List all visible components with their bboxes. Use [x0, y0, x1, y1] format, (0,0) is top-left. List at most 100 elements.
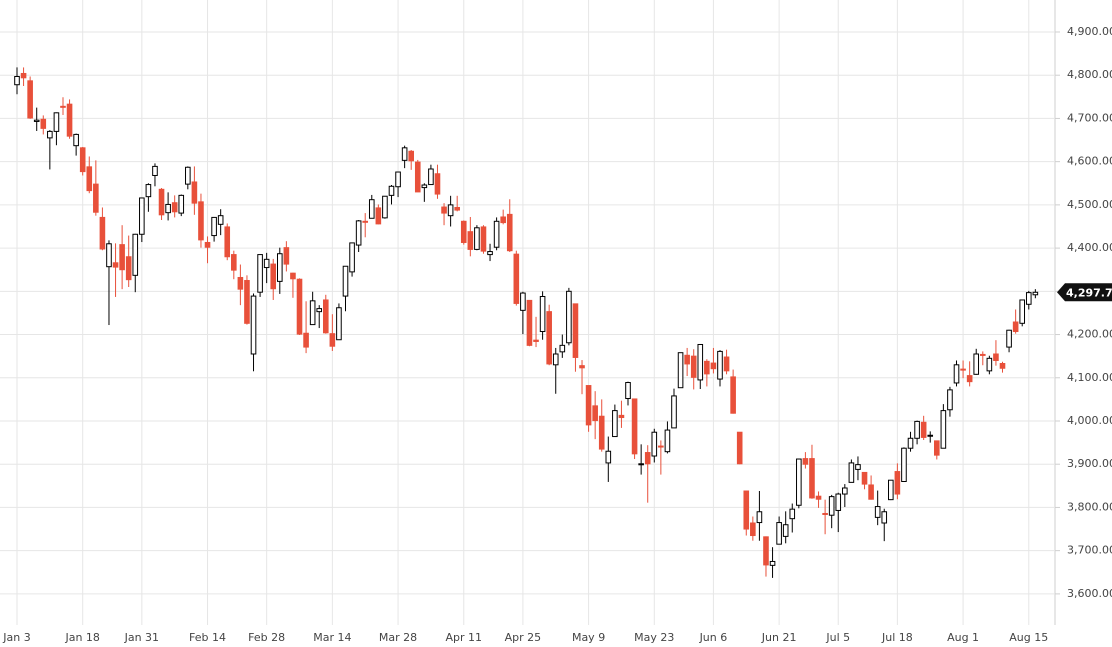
candle-body — [842, 487, 848, 495]
x-tick-label: Jan 18 — [64, 631, 99, 644]
candle-body — [158, 188, 165, 216]
candle-body — [355, 220, 362, 246]
candle-body — [796, 458, 802, 506]
candle-body — [986, 357, 993, 372]
candle-body — [447, 204, 454, 217]
candle-body — [277, 253, 283, 282]
candle-body — [736, 431, 743, 465]
candle-body — [441, 206, 447, 214]
candle-body — [592, 405, 598, 422]
candle-body — [802, 458, 809, 465]
last-price-label: 4,297.75 — [1066, 286, 1112, 299]
candle-body — [960, 368, 966, 371]
candle-body — [474, 227, 480, 250]
candle-body — [651, 431, 658, 457]
candle-body — [710, 362, 717, 370]
candle-body — [894, 471, 901, 495]
candle-body — [408, 150, 414, 162]
candle-body — [868, 484, 874, 500]
candle-body — [145, 184, 152, 198]
candle-body — [388, 185, 395, 196]
candle-body — [309, 300, 316, 326]
candle-body — [244, 280, 250, 324]
candle-body — [375, 207, 382, 225]
candle-body — [165, 203, 171, 214]
candle-body — [1006, 329, 1012, 348]
candle-body — [296, 278, 303, 335]
candle-body — [20, 72, 27, 79]
candle-body — [191, 181, 198, 204]
candle-body — [782, 524, 789, 537]
y-tick-label: 4,500.00 — [1067, 198, 1112, 211]
x-tick-label: Mar 14 — [313, 631, 351, 644]
candle-body — [428, 168, 434, 186]
last-price-badge — [1057, 283, 1112, 302]
candle-body — [171, 202, 178, 213]
candle-body — [336, 307, 342, 341]
x-tick-label: Feb 28 — [248, 631, 285, 644]
candle-body — [152, 165, 158, 176]
candle-body — [684, 354, 690, 365]
candle-body — [697, 343, 704, 381]
candle-body — [973, 353, 980, 375]
candle-body — [966, 375, 973, 383]
candle-body — [198, 201, 204, 241]
candle-body — [822, 512, 828, 515]
candle-body — [1032, 291, 1039, 296]
x-tick-label: Jan 3 — [2, 631, 30, 644]
candle-body — [920, 421, 927, 438]
candle-body — [454, 206, 460, 211]
candle-body — [263, 258, 270, 269]
candle-body — [618, 414, 625, 419]
x-tick-label: Jun 6 — [699, 631, 728, 644]
candle-body — [888, 479, 894, 501]
candle-body — [677, 352, 684, 389]
candle-body — [112, 262, 119, 268]
y-tick-label: 4,800.00 — [1067, 68, 1112, 81]
candle-body — [513, 253, 520, 304]
candle-body — [139, 197, 145, 235]
candle-body — [283, 247, 290, 265]
candle-body — [881, 511, 888, 524]
x-tick-label: Aug 1 — [947, 631, 979, 644]
candle-body — [598, 415, 605, 450]
candle-body — [671, 395, 677, 429]
candle-body — [579, 365, 585, 369]
candle-body — [546, 311, 552, 365]
candle-body — [185, 166, 191, 185]
candle-body — [224, 226, 231, 258]
candle-body — [730, 376, 736, 414]
candle-body — [231, 254, 237, 271]
candle-body — [93, 183, 99, 213]
candle-body — [572, 303, 579, 358]
x-tick-label: Feb 14 — [189, 631, 226, 644]
y-tick-label: 3,700.00 — [1067, 544, 1112, 557]
x-tick-label: Mar 28 — [379, 631, 417, 644]
x-tick-label: Jul 5 — [825, 631, 850, 644]
candle-body — [815, 495, 822, 500]
candle-body — [539, 296, 546, 333]
candle-body — [434, 173, 441, 195]
candle-body — [1025, 292, 1032, 305]
candle-body — [119, 244, 125, 271]
y-tick-label: 3,600.00 — [1067, 587, 1112, 600]
candle-body — [506, 213, 513, 252]
candle-body — [1019, 299, 1026, 324]
candle-body — [99, 216, 106, 250]
candle-body — [809, 458, 815, 499]
y-tick-label: 4,400.00 — [1067, 241, 1112, 254]
candle-body — [53, 112, 60, 132]
candle-body — [217, 215, 224, 225]
candle-body — [33, 119, 40, 122]
candle-body — [631, 398, 638, 455]
candle-body — [585, 385, 592, 426]
candle-body — [73, 133, 79, 147]
candle-body — [625, 382, 631, 400]
x-tick-label: Jul 18 — [881, 631, 913, 644]
candle-body — [664, 429, 671, 453]
candle-body — [257, 254, 263, 293]
candle-body — [349, 242, 355, 273]
candle-body — [533, 339, 539, 342]
candle-body — [874, 506, 881, 518]
y-tick-label: 4,200.00 — [1067, 328, 1112, 341]
